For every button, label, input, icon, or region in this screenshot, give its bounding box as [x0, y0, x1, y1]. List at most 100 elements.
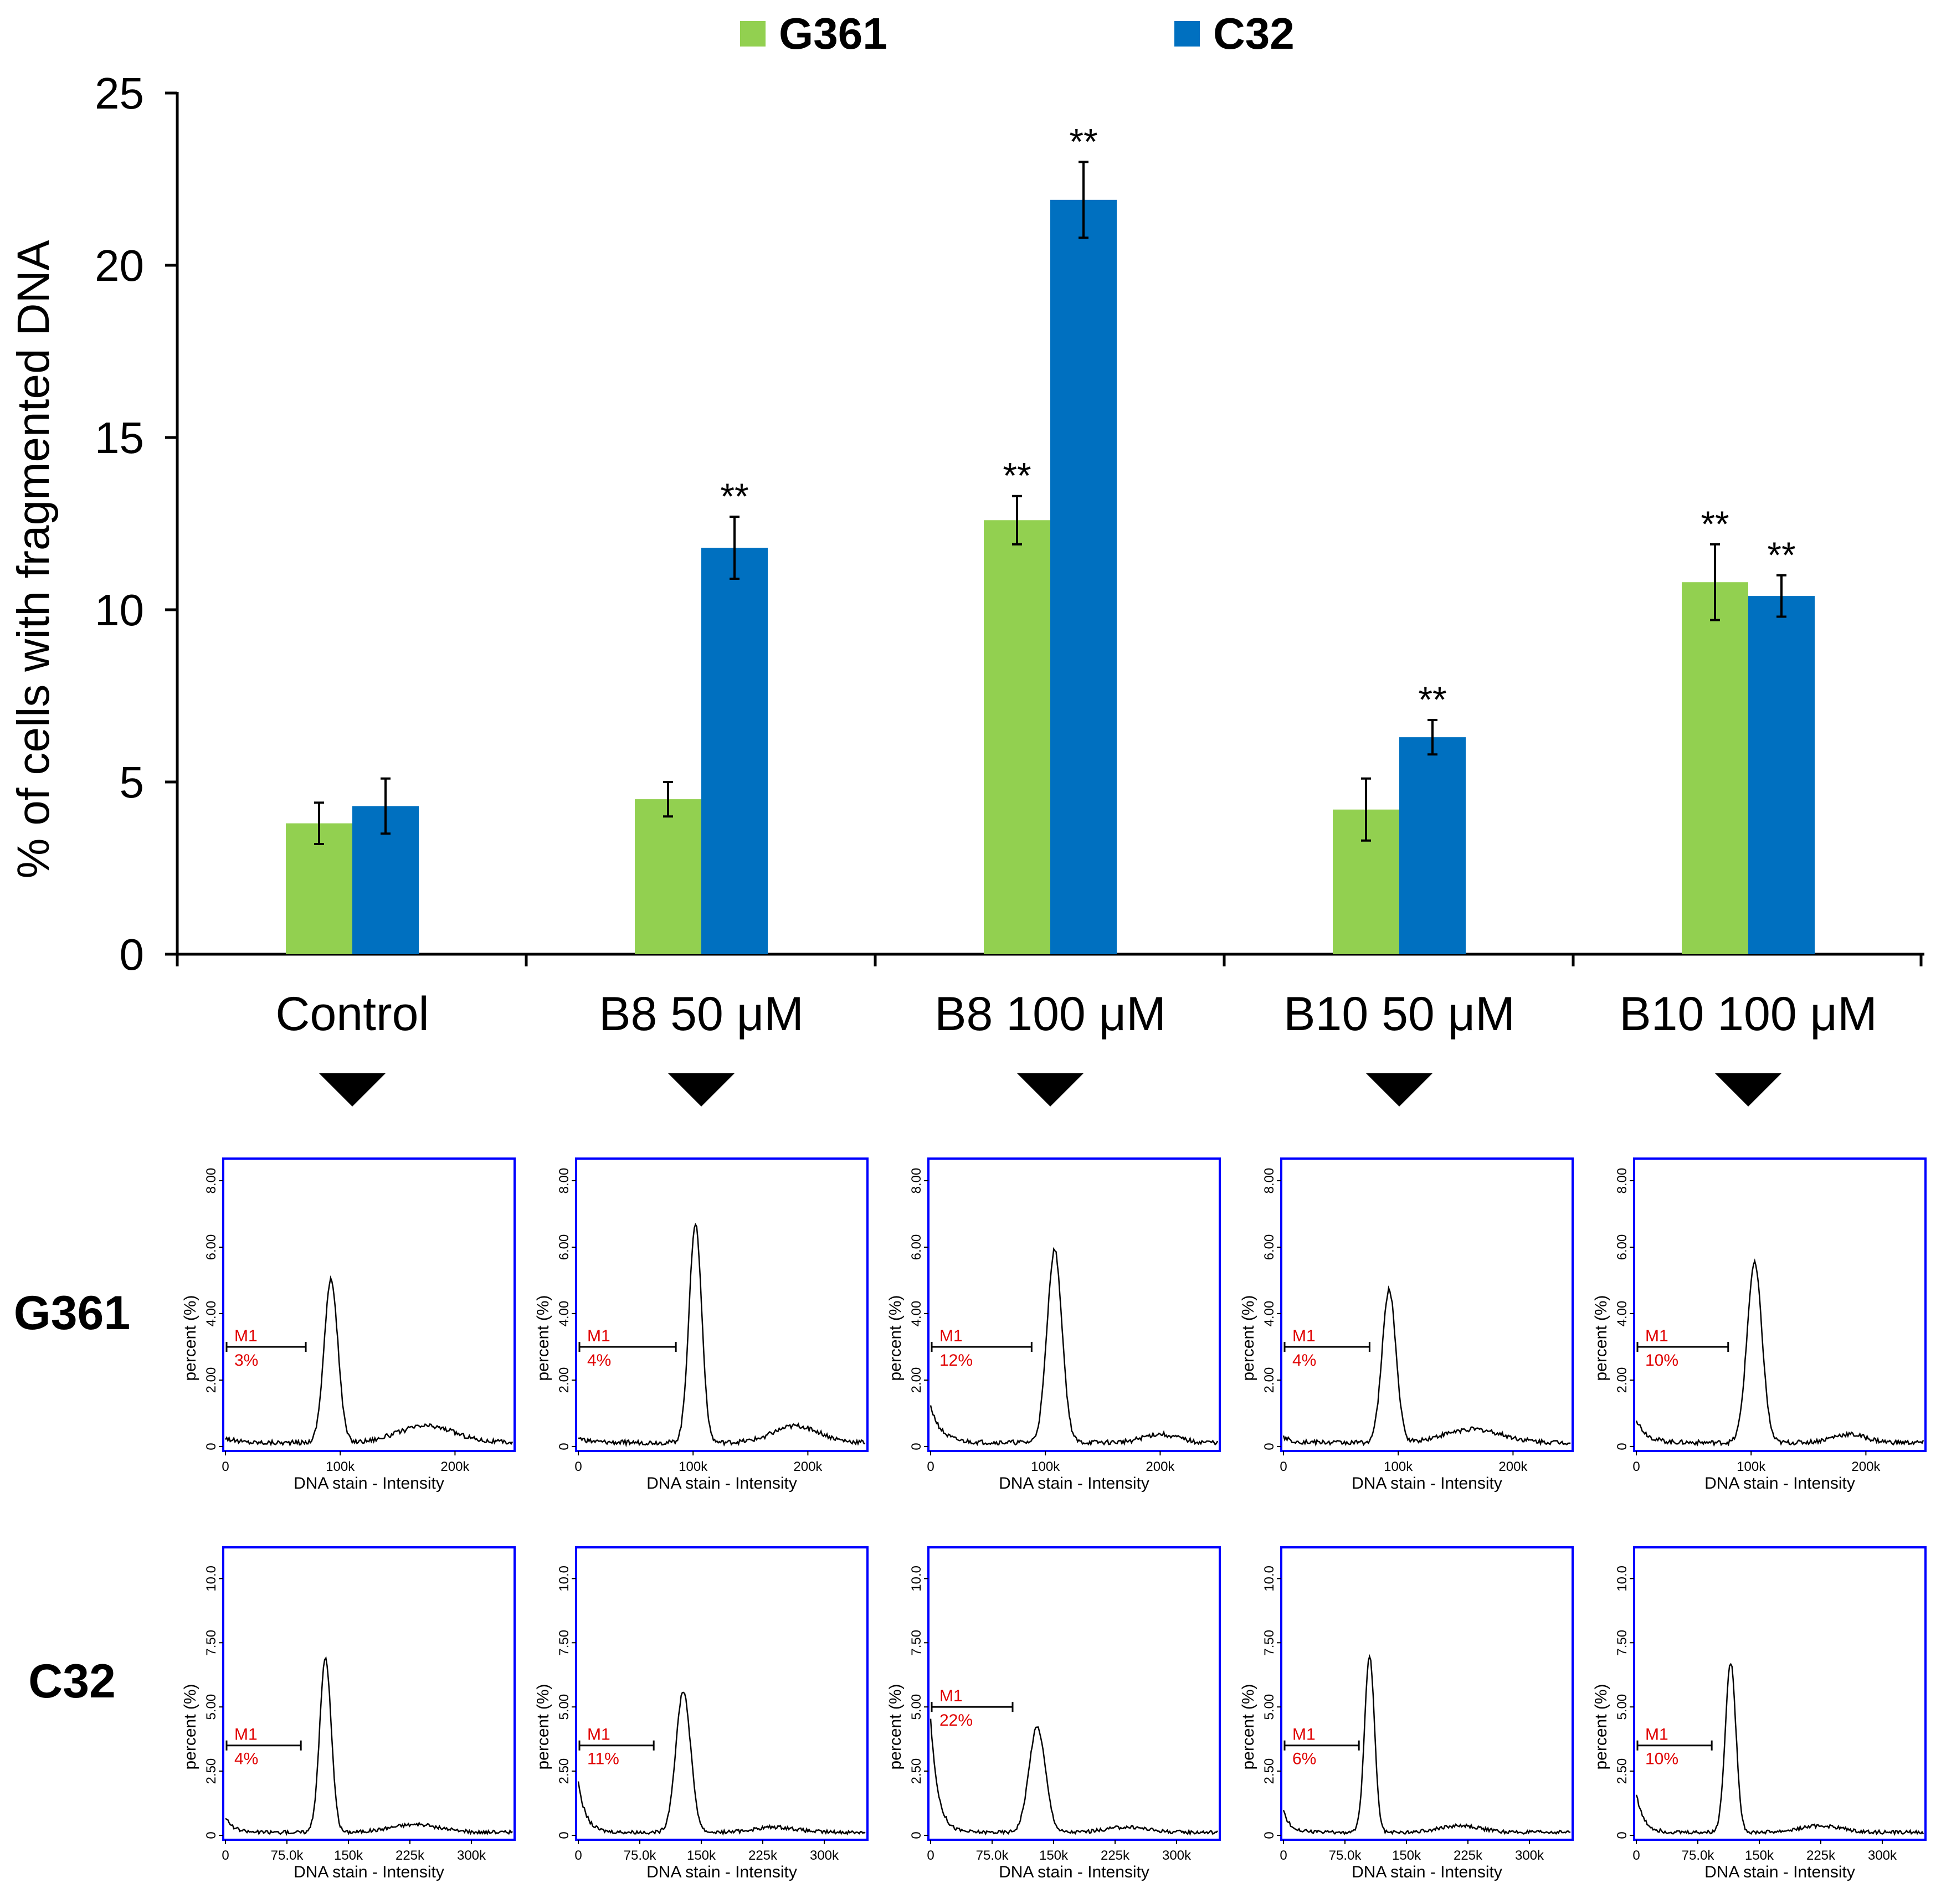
x-category-label: B10 50 μM: [1283, 987, 1515, 1041]
hist-x-tick-label: 75.0k: [1329, 1848, 1362, 1863]
hist-x-tick-label: 0: [1280, 1459, 1287, 1474]
hist-y-axis-label: percent (%): [1592, 1684, 1610, 1769]
histogram-trace: [577, 1691, 866, 1836]
gate-percent: 12%: [939, 1351, 973, 1370]
legend: G361 C32: [740, 9, 1295, 58]
hist-x-tick-label: 0: [1280, 1848, 1287, 1863]
hist-y-tick-label: 4.00: [1262, 1301, 1277, 1327]
hist-y-tick-label: 0: [1615, 1443, 1630, 1450]
hist-x-tick-label: 200k: [1146, 1459, 1175, 1474]
hist-y-tick-label: 10.0: [909, 1566, 924, 1592]
hist-y-axis-label: percent (%): [534, 1295, 552, 1381]
histogram-panel-frame: [1633, 1546, 1927, 1841]
hist-y-tick-label: 2.50: [909, 1758, 924, 1784]
histogram-panel-frame: [222, 1546, 516, 1841]
hist-x-tick-label: 225k: [1454, 1848, 1483, 1863]
hist-x-axis-label: DNA stain - Intensity: [646, 1474, 797, 1493]
hist-x-axis-label: DNA stain - Intensity: [1352, 1474, 1502, 1493]
hist-x-tick-label: 300k: [810, 1848, 839, 1863]
hist-y-tick-label: 7.50: [204, 1630, 219, 1656]
hist-y-axis-label: percent (%): [1239, 1295, 1257, 1381]
hist-y-tick-label: 0: [1615, 1831, 1630, 1839]
hist-x-axis-label: DNA stain - Intensity: [1352, 1863, 1502, 1881]
hist-x-tick-label: 225k: [1101, 1848, 1130, 1863]
significance-marker: **: [1069, 121, 1097, 162]
significance-marker: **: [1003, 455, 1031, 496]
hist-x-tick-label: 150k: [1745, 1848, 1774, 1863]
hist-x-tick-label: 225k: [1806, 1848, 1836, 1863]
hist-y-tick-label: 6.00: [1615, 1234, 1630, 1260]
gate-label: M1: [1645, 1726, 1668, 1744]
hist-y-tick-label: 7.50: [557, 1630, 572, 1656]
y-tick-label: 0: [120, 930, 145, 979]
hist-y-tick-label: 6.00: [1262, 1234, 1277, 1260]
y-tick-label: 25: [95, 69, 144, 118]
histogram-panel-frame: [1280, 1546, 1574, 1841]
significance-marker: **: [1701, 503, 1729, 544]
hist-x-tick-label: 150k: [334, 1848, 363, 1863]
hist-y-tick-label: 0: [1262, 1443, 1277, 1450]
x-category-label: B8 100 μM: [934, 987, 1166, 1041]
hist-y-tick-label: 4.00: [557, 1301, 572, 1327]
hist-y-axis-label: percent (%): [1239, 1684, 1257, 1769]
hist-y-tick-label: 0: [557, 1443, 572, 1450]
hist-x-tick-label: 100k: [679, 1459, 708, 1474]
bar-c32: [1748, 596, 1815, 954]
bar-g361: [984, 520, 1050, 954]
hist-y-tick-label: 6.00: [557, 1234, 572, 1260]
hist-x-tick-label: 0: [222, 1848, 229, 1863]
hist-x-axis-label: DNA stain - Intensity: [294, 1863, 444, 1881]
arrow-down-icon: [319, 1073, 386, 1107]
gate-percent: 10%: [1645, 1750, 1678, 1768]
hist-y-tick-label: 4.00: [909, 1301, 924, 1327]
gate-percent: 3%: [234, 1351, 258, 1370]
bar-g361: [286, 823, 352, 954]
hist-x-tick-label: 300k: [1868, 1848, 1897, 1863]
bar-c32: [701, 548, 768, 954]
gate-percent: 11%: [587, 1750, 619, 1768]
bar-g361: [635, 799, 701, 954]
hist-x-axis-label: DNA stain - Intensity: [294, 1474, 444, 1493]
hist-y-tick-label: 2.00: [557, 1367, 572, 1393]
y-axis-label: % of cells with fragmented DNA: [8, 240, 59, 878]
histogram-trace: [1635, 1258, 1924, 1447]
hist-y-tick-label: 4.00: [204, 1301, 219, 1327]
hist-y-tick-label: 0: [204, 1831, 219, 1839]
hist-x-tick-label: 225k: [396, 1848, 425, 1863]
histogram-trace: [225, 1656, 513, 1836]
hist-x-tick-label: 200k: [1498, 1459, 1528, 1474]
histogram-grid: G361 C32 0 2.00 4.00 6.00 8.00 percent (%) 0 10…: [14, 1157, 1927, 1881]
significance-marker: **: [1767, 534, 1795, 575]
hist-x-tick-label: 0: [574, 1848, 582, 1863]
hist-x-tick-label: 200k: [793, 1459, 823, 1474]
histogram-trace: [1635, 1663, 1924, 1836]
histogram-trace: [930, 1718, 1218, 1836]
gate-label: M1: [587, 1726, 610, 1744]
gate-percent: 4%: [234, 1750, 258, 1768]
hist-x-tick-label: 200k: [1851, 1459, 1881, 1474]
gate-label: M1: [939, 1687, 963, 1705]
hist-x-axis-label: DNA stain - Intensity: [999, 1863, 1149, 1881]
hist-y-tick-label: 8.00: [909, 1168, 924, 1194]
hist-y-tick-label: 10.0: [204, 1566, 219, 1592]
hist-y-tick-label: 5.00: [1262, 1694, 1277, 1720]
arrow-down-icon: [1017, 1073, 1084, 1107]
hist-y-tick-label: 7.50: [1262, 1630, 1277, 1656]
row-label-g361: G361: [14, 1287, 130, 1340]
histogram-panel-frame: [575, 1157, 869, 1452]
hist-y-tick-label: 6.00: [204, 1234, 219, 1260]
histogram-trace: [1282, 1285, 1571, 1447]
hist-y-tick-label: 2.00: [1262, 1367, 1277, 1393]
hist-y-tick-label: 8.00: [204, 1168, 219, 1194]
arrow-down-icon: [1715, 1073, 1781, 1107]
histogram-trace: [930, 1247, 1219, 1447]
hist-x-axis-label: DNA stain - Intensity: [1704, 1863, 1855, 1881]
gate-percent: 4%: [1292, 1351, 1316, 1370]
hist-x-tick-label: 300k: [1515, 1848, 1544, 1863]
hist-y-tick-label: 2.50: [557, 1758, 572, 1784]
histogram-panel-frame: [575, 1546, 869, 1841]
y-tick-label: 20: [95, 241, 144, 290]
hist-x-tick-label: 150k: [687, 1848, 716, 1863]
hist-x-tick-label: 75.0k: [976, 1848, 1009, 1863]
hist-y-tick-label: 10.0: [1262, 1566, 1277, 1592]
